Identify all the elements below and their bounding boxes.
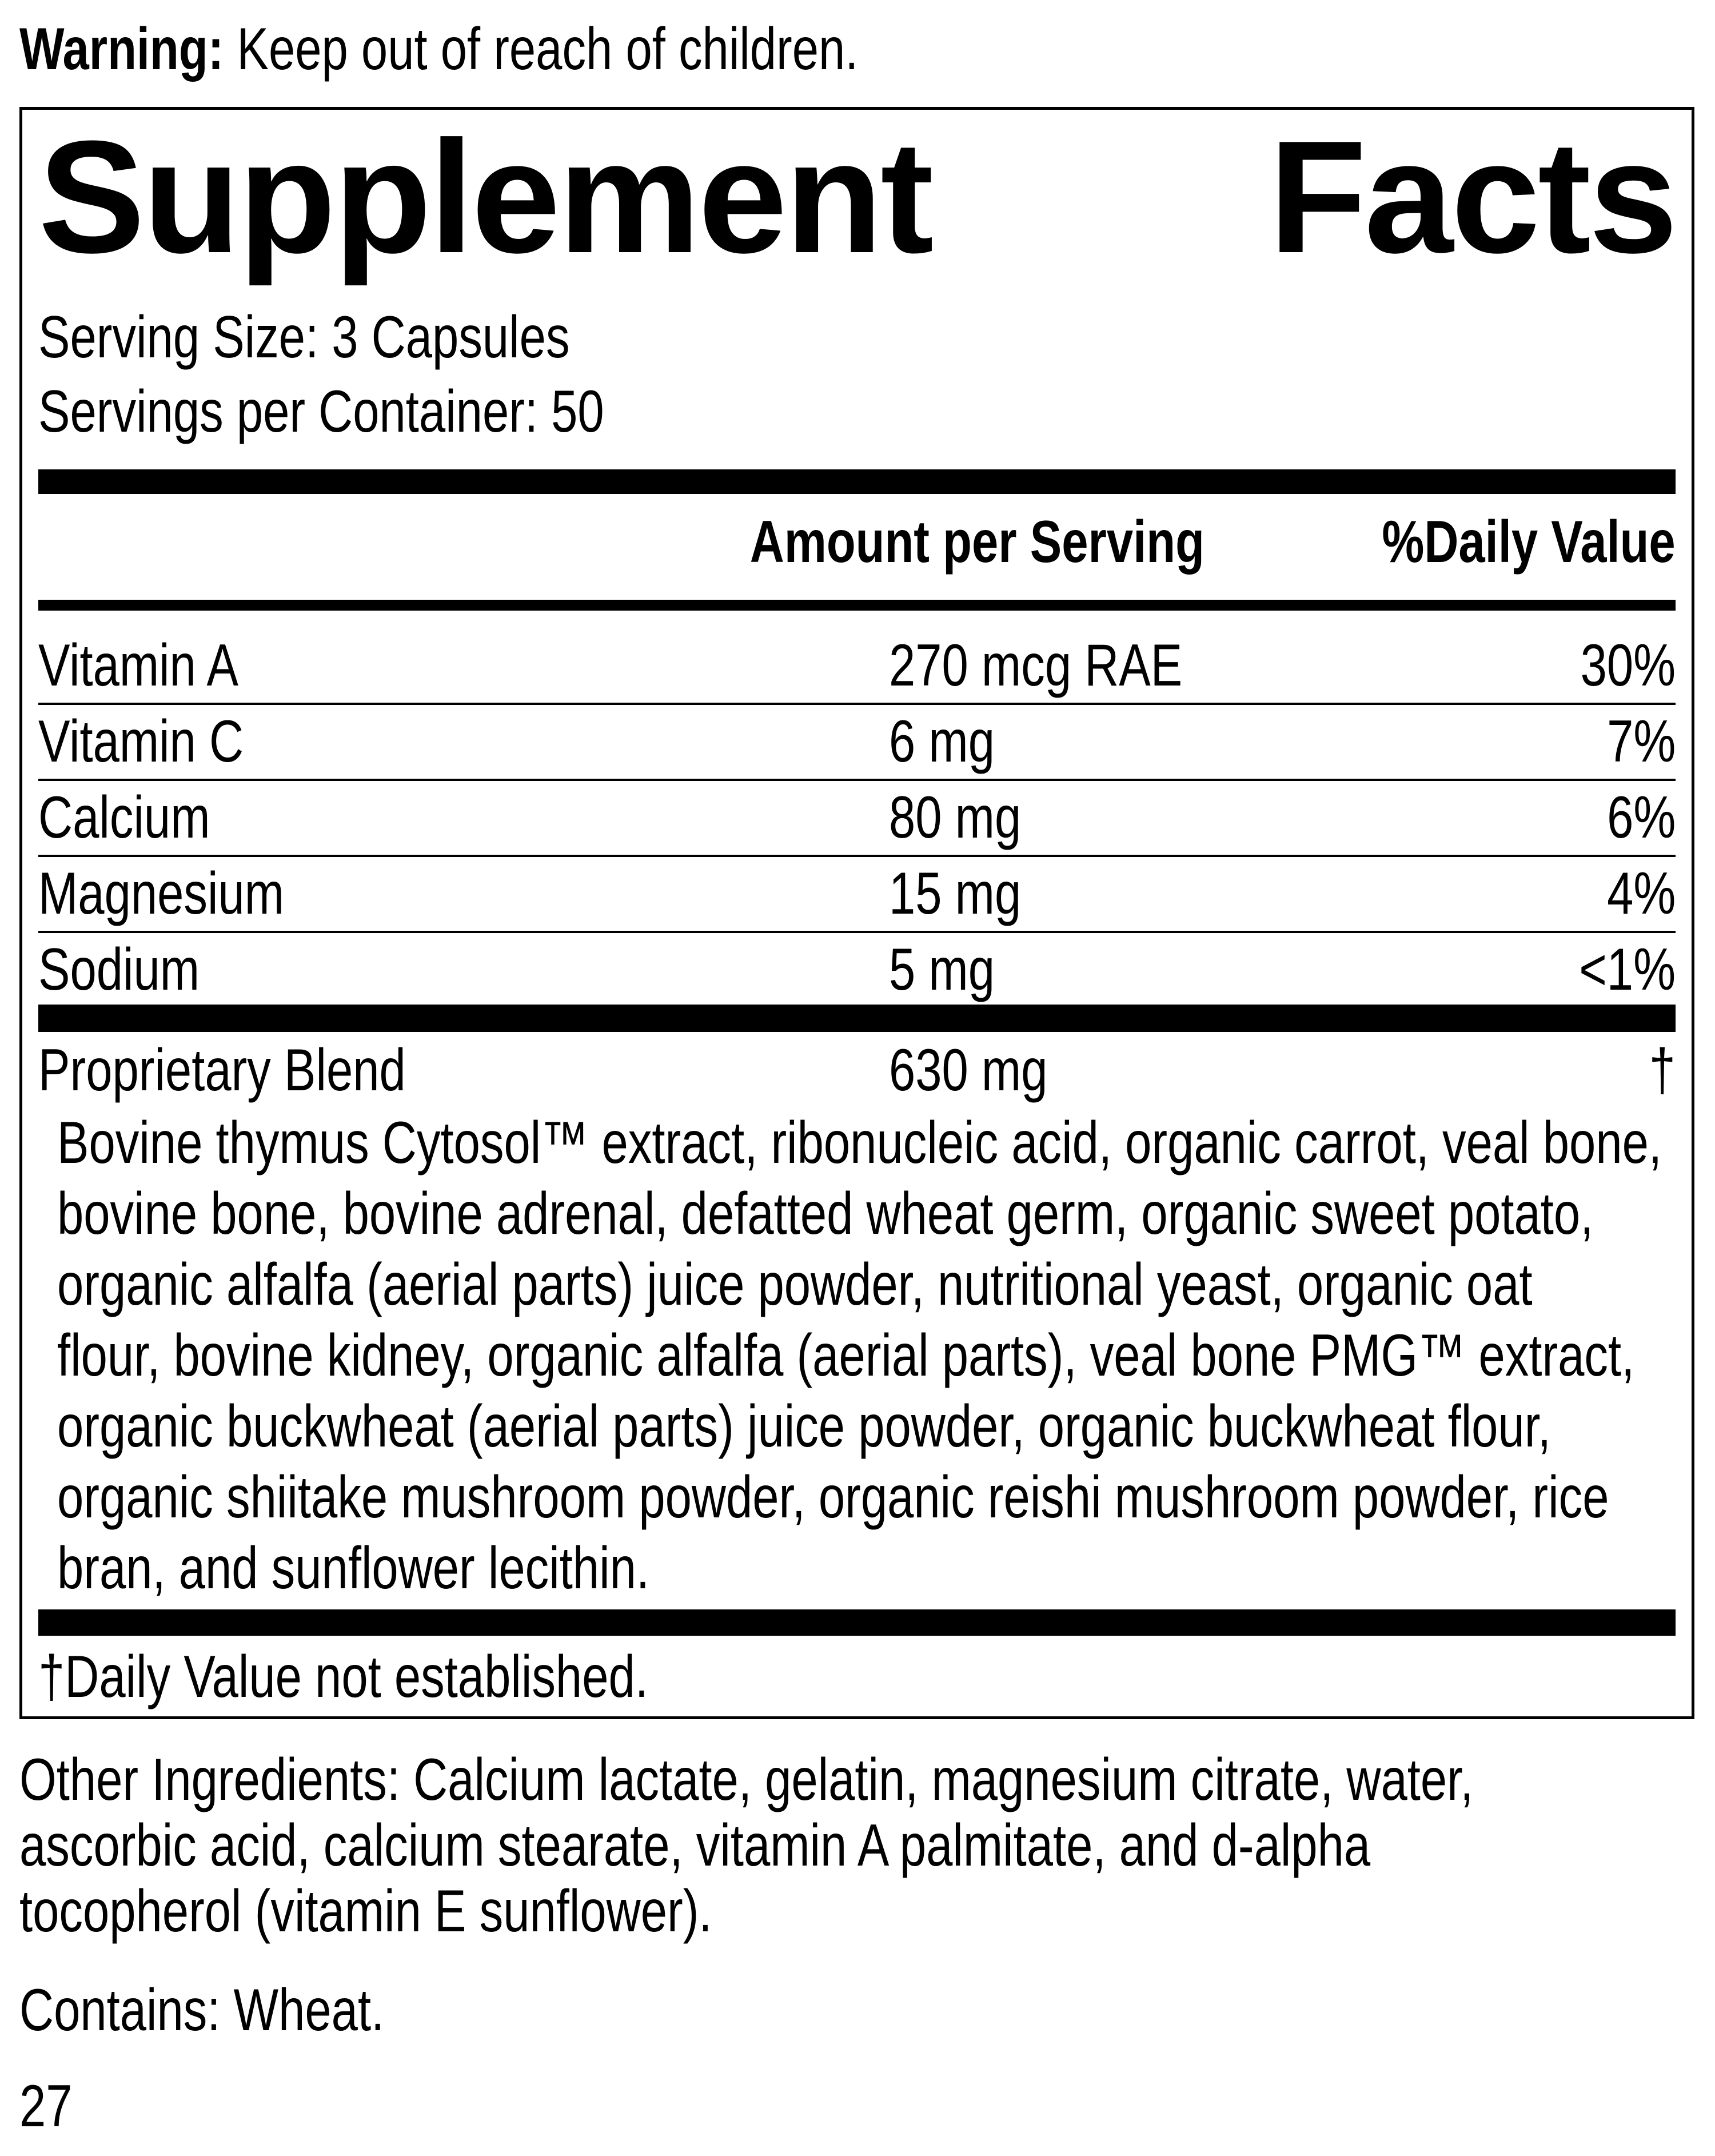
- blend-ingredients-line: bran, and sunflower lecithin.: [57, 1535, 649, 1601]
- other-ingredients-line: ascorbic acid, calcium stearate, vitamin…: [19, 1812, 1371, 1879]
- nutrient-name: Magnesium: [38, 860, 285, 927]
- header-daily-value: %Daily Value: [1382, 509, 1676, 575]
- footnote: †Daily Value not established.: [38, 1644, 648, 1710]
- nutrient-name: Calcium: [38, 784, 210, 851]
- warning-body: Keep out of reach of children.: [224, 16, 859, 82]
- divider-thick: [38, 469, 1676, 494]
- warning-label: Warning:: [19, 16, 224, 82]
- nutrient-daily-value: 4%: [1606, 860, 1676, 927]
- blend-ingredients-line: flour, bovine kidney, organic alfalfa (a…: [57, 1322, 1635, 1389]
- divider-medium: [38, 600, 1676, 611]
- supplement-facts-panel: [19, 107, 1694, 1719]
- divider-thick: [38, 1609, 1676, 1636]
- nutrient-daily-value: <1%: [1579, 936, 1676, 1003]
- serving-size: Serving Size: 3 Capsules: [38, 304, 570, 370]
- contains-allergens: Contains: Wheat.: [19, 1977, 385, 2043]
- servings-per-container: Servings per Container: 50: [38, 378, 604, 445]
- nutrient-name: Sodium: [38, 936, 200, 1003]
- nutrient-daily-value: 30%: [1580, 632, 1676, 699]
- nutrient-amount: 6 mg: [889, 708, 995, 775]
- blend-name: Proprietary Blend: [38, 1037, 406, 1103]
- panel-title: Supplement Facts: [38, 108, 1678, 286]
- nutrient-daily-value: 6%: [1606, 784, 1676, 851]
- divider-thick: [38, 1005, 1676, 1032]
- blend-ingredients-line: bovine bone, bovine adrenal, defatted wh…: [57, 1181, 1594, 1247]
- blend-ingredients-line: organic alfalfa (aerial parts) juice pow…: [57, 1252, 1533, 1318]
- nutrient-amount: 80 mg: [889, 784, 1022, 851]
- row-divider: [38, 855, 1676, 857]
- other-ingredients-line: tocopherol (vitamin E sunflower).: [19, 1878, 712, 1944]
- nutrient-name: Vitamin A: [38, 632, 238, 699]
- title-word-supplement: Supplement: [38, 108, 934, 286]
- header-amount: Amount per Serving: [749, 509, 1205, 575]
- nutrient-amount: 5 mg: [889, 936, 995, 1003]
- other-ingredients-line: Other Ingredients: Calcium lactate, gela…: [19, 1747, 1474, 1813]
- nutrient-daily-value: 7%: [1606, 708, 1676, 775]
- blend-ingredients-line: Bovine thymus Cytosol™ extract, ribonucl…: [57, 1110, 1662, 1176]
- blend-daily-value: †: [1649, 1037, 1676, 1103]
- nutrient-name: Vitamin C: [38, 708, 244, 775]
- row-divider: [38, 703, 1676, 705]
- nutrient-amount: 15 mg: [889, 860, 1022, 927]
- title-word-facts: Facts: [1269, 108, 1678, 286]
- warning-text: Warning: Keep out of reach of children.: [19, 19, 1068, 79]
- blend-ingredients-line: organic buckwheat (aerial parts) juice p…: [57, 1393, 1551, 1460]
- blend-ingredients-line: organic shiitake mushroom powder, organi…: [57, 1464, 1609, 1531]
- row-divider: [38, 779, 1676, 781]
- label-code: 27: [19, 2073, 73, 2139]
- row-divider: [38, 931, 1676, 933]
- nutrient-amount: 270 mcg RAE: [889, 632, 1183, 699]
- blend-amount: 630 mg: [889, 1037, 1048, 1103]
